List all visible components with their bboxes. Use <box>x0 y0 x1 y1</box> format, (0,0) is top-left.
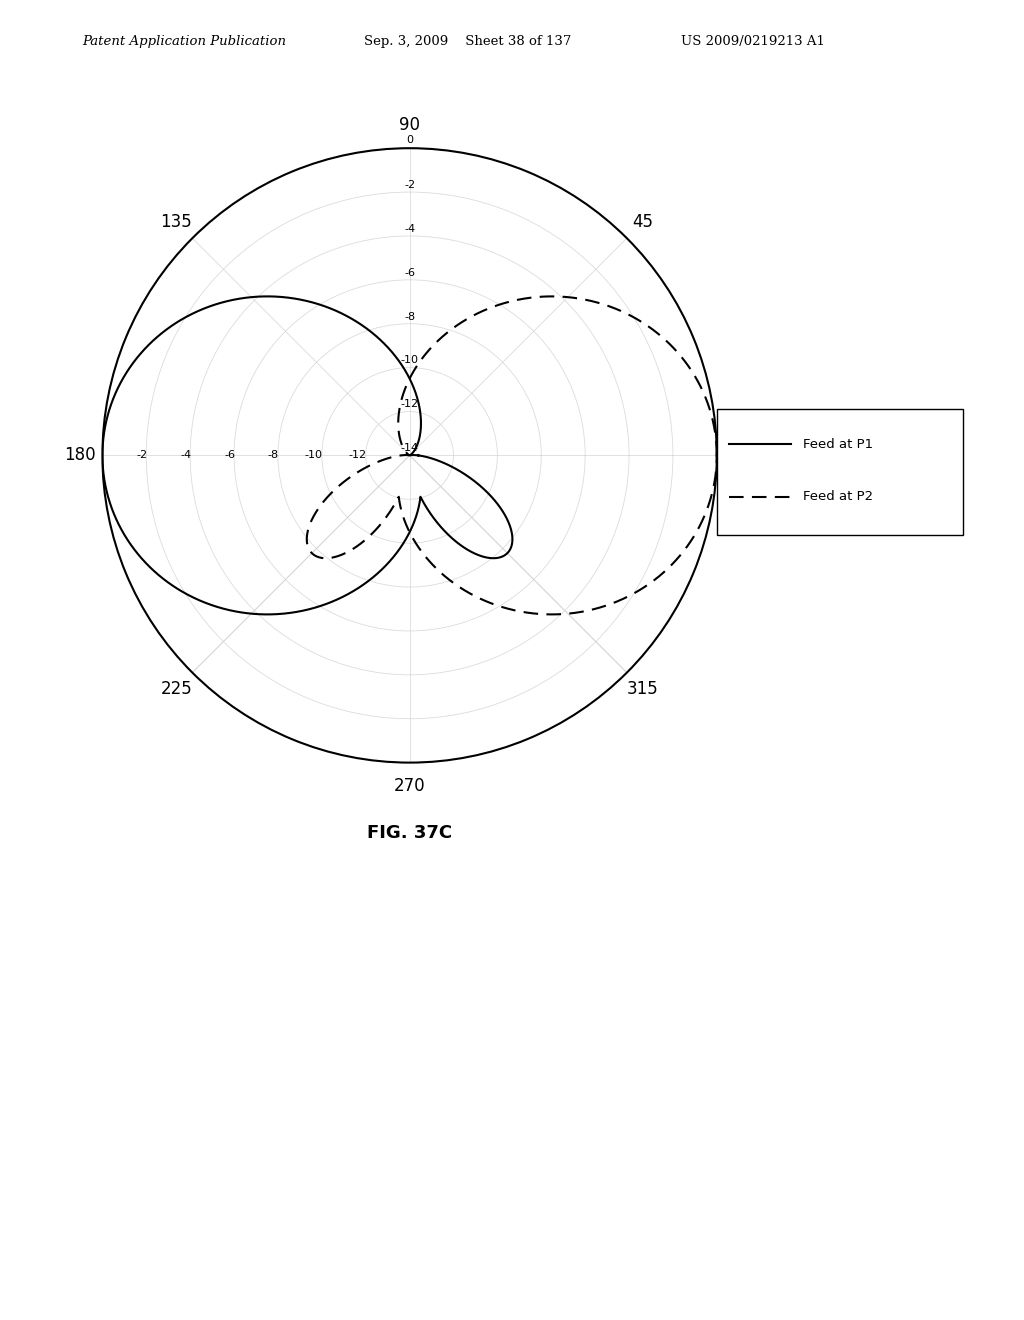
Text: -8: -8 <box>268 450 280 461</box>
Text: -2: -2 <box>136 450 147 461</box>
Text: -12: -12 <box>400 400 419 409</box>
Text: US 2009/0219213 A1: US 2009/0219213 A1 <box>681 34 825 48</box>
Text: 0: 0 <box>407 135 413 145</box>
Text: Feed at P2: Feed at P2 <box>803 491 872 503</box>
Text: -14: -14 <box>400 444 419 453</box>
Text: -2: -2 <box>404 180 415 190</box>
Text: -6: -6 <box>404 268 415 277</box>
Text: -10: -10 <box>400 355 419 366</box>
Text: Sep. 3, 2009    Sheet 38 of 137: Sep. 3, 2009 Sheet 38 of 137 <box>364 34 571 48</box>
Text: -10: -10 <box>305 450 323 461</box>
Text: -12: -12 <box>349 450 367 461</box>
Text: Patent Application Publication: Patent Application Publication <box>82 34 286 48</box>
Text: -6: -6 <box>224 450 236 461</box>
Text: Feed at P1: Feed at P1 <box>803 438 872 451</box>
Text: 0: 0 <box>715 450 722 461</box>
Text: ϕ: ϕ <box>726 494 736 508</box>
Text: -4: -4 <box>404 224 415 234</box>
Text: -4: -4 <box>180 450 191 461</box>
Text: -8: -8 <box>404 312 415 322</box>
Text: FIG. 37C: FIG. 37C <box>367 824 453 842</box>
